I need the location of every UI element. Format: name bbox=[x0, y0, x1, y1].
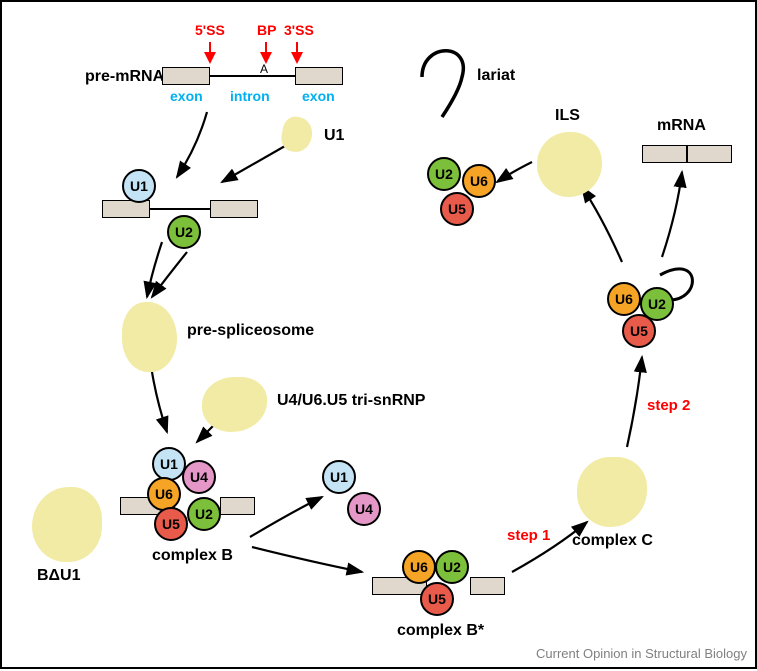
label-ils: ILS bbox=[555, 107, 580, 125]
bstar-u2: U2 bbox=[435, 550, 469, 584]
label-mrna: mRNA bbox=[657, 117, 706, 135]
label-trisnrnp: U4/U6.U5 tri-snRNP bbox=[277, 392, 425, 410]
complexB-u2: U2 bbox=[187, 497, 221, 531]
rel-u5: U5 bbox=[440, 192, 474, 226]
label-step2: step 2 bbox=[647, 397, 690, 414]
label-bdu1: BΔU1 bbox=[37, 567, 81, 585]
u2-circle-a: U2 bbox=[167, 215, 201, 249]
diagram-frame: pre-mRNA 5'SS BP 3'SS A exon intron exon… bbox=[0, 0, 757, 669]
label-3ss: 3'SS bbox=[284, 22, 314, 38]
label-presplice: pre-spliceosome bbox=[187, 322, 314, 340]
bp-a: A bbox=[260, 62, 268, 76]
released-u4: U4 bbox=[347, 492, 381, 526]
ils-blob bbox=[537, 132, 602, 197]
rel-u6: U6 bbox=[462, 164, 496, 198]
bstar-u6: U6 bbox=[402, 550, 436, 584]
label-complexC: complex C bbox=[572, 532, 653, 550]
label-intron: intron bbox=[230, 88, 270, 104]
int-u5: U5 bbox=[622, 314, 656, 348]
mrna-exon-r bbox=[687, 145, 732, 163]
label-lariat: lariat bbox=[477, 67, 515, 85]
bstar-u5: U5 bbox=[420, 582, 454, 616]
released-u1: U1 bbox=[322, 460, 356, 494]
label-exon-r: exon bbox=[302, 88, 335, 104]
complexB-u1: U1 bbox=[152, 447, 186, 481]
complexB-u4: U4 bbox=[182, 460, 216, 494]
bstar-exon-r bbox=[470, 577, 505, 595]
stage2-exon-l bbox=[102, 200, 150, 218]
premrna-exon-left bbox=[162, 67, 210, 85]
bdu1-blob bbox=[32, 487, 102, 562]
complexB-u5: U5 bbox=[154, 507, 188, 541]
credit-line: Current Opinion in Structural Biology bbox=[536, 646, 747, 661]
u1-structure-blob bbox=[279, 115, 315, 155]
u1-circle-a: U1 bbox=[122, 169, 156, 203]
mrna-exon-l bbox=[642, 145, 687, 163]
premrna-exon-right bbox=[295, 67, 343, 85]
stage2-intron bbox=[150, 208, 210, 210]
label-step1: step 1 bbox=[507, 527, 550, 544]
rel-u2: U2 bbox=[427, 157, 461, 191]
complexB-exon-r bbox=[220, 497, 255, 515]
label-complexB: complex B bbox=[152, 547, 233, 565]
label-premrna: pre-mRNA bbox=[85, 68, 164, 86]
u1-text: U1 bbox=[130, 178, 148, 194]
u2-text: U2 bbox=[175, 224, 193, 240]
label-exon-l: exon bbox=[170, 88, 203, 104]
label-bp: BP bbox=[257, 22, 276, 38]
premrna-intron bbox=[210, 75, 295, 77]
int-u6: U6 bbox=[607, 282, 641, 316]
complexB-u6: U6 bbox=[147, 477, 181, 511]
trisnrnp-blob bbox=[202, 377, 267, 432]
label-u1-in: U1 bbox=[324, 127, 344, 145]
label-5ss: 5'SS bbox=[195, 22, 225, 38]
label-bstar: complex B* bbox=[397, 622, 484, 640]
prespliceosome-blob bbox=[122, 302, 177, 372]
stage2-exon-r bbox=[210, 200, 258, 218]
complexC-blob bbox=[577, 457, 647, 527]
